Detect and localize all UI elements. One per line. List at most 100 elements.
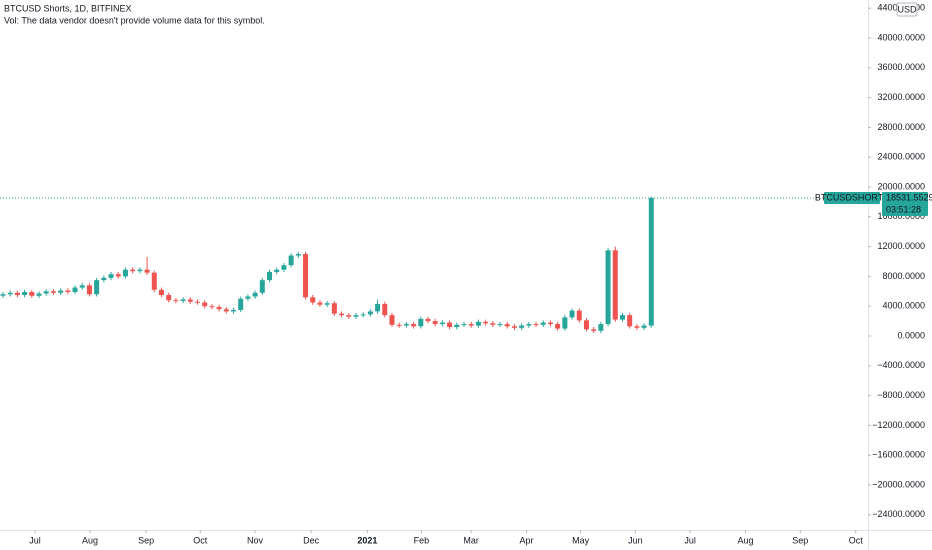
candle-body [555, 324, 561, 329]
candle-body [202, 302, 208, 307]
candle-body [439, 322, 445, 325]
candle-body [267, 271, 273, 281]
symbol-tag: BTCUSDSHORTS [815, 192, 889, 202]
candle-body [94, 280, 100, 295]
candle-body [65, 290, 71, 293]
candle-body [583, 320, 589, 330]
candle-body [490, 323, 496, 325]
candle-body [547, 322, 553, 325]
candle-body [425, 318, 431, 322]
x-tick-label: Jun [628, 535, 643, 545]
candle-body [259, 280, 265, 293]
symbol-tag-box [824, 191, 880, 204]
x-tick-label: Sep [138, 535, 154, 545]
candle-body [137, 269, 143, 272]
candle-body [0, 294, 6, 296]
candle-body [216, 306, 222, 310]
candle-body [303, 254, 309, 298]
candle-body [576, 310, 582, 321]
x-tick-label: Mar [463, 535, 479, 545]
x-tick-label: Aug [82, 535, 98, 545]
candle-body [511, 326, 517, 328]
y-tick-label: 40000.0000 [877, 32, 925, 42]
candle-body [353, 315, 359, 317]
y-tick-label: −4000.0000 [877, 360, 925, 370]
candle-body [447, 322, 453, 328]
x-tick-label: Oct [193, 535, 208, 545]
x-tick-label: Aug [738, 535, 754, 545]
candle-body [238, 298, 244, 310]
candle-body [79, 285, 85, 288]
candle-body [22, 292, 28, 296]
y-tick-label: 32000.0000 [877, 92, 925, 102]
price-tag: 18531.5529 [886, 192, 932, 202]
candle-body [562, 317, 568, 329]
candle-body [619, 315, 625, 320]
currency-box [896, 2, 918, 17]
candle-body [151, 272, 157, 290]
candle-body [339, 313, 345, 316]
candle-body [187, 299, 193, 302]
y-tick-label: 16000.0000 [877, 211, 925, 221]
candle-body [519, 325, 525, 328]
candle-body [360, 314, 366, 316]
x-tick-label: Feb [414, 535, 430, 545]
candle-body [295, 254, 301, 256]
candle-body [324, 303, 330, 305]
currency-label: USD [897, 4, 917, 14]
y-tick-label: 20000.0000 [877, 181, 925, 191]
x-tick-label: Sep [792, 535, 808, 545]
candle-body [58, 290, 64, 293]
candle-body [346, 315, 352, 317]
plot [0, 196, 654, 334]
candle-body [166, 295, 172, 301]
candle-body [497, 324, 503, 326]
y-tick-label: 8000.0000 [882, 271, 925, 281]
candle-body [375, 303, 381, 312]
y-tick-label: 24000.0000 [877, 152, 925, 162]
candle-body [461, 324, 467, 326]
x-tick-label: Nov [247, 535, 264, 545]
candle-body [418, 318, 424, 327]
countdown: 03:51:28 [886, 204, 921, 214]
candle-body [367, 311, 373, 315]
candle-body [223, 309, 229, 312]
candle-body [158, 289, 164, 296]
y-tick-label: 0.0000 [897, 330, 925, 340]
candle-body [122, 269, 128, 277]
y-tick-label: −12000.0000 [872, 420, 925, 430]
candle-body [245, 296, 251, 299]
candle-body [569, 310, 575, 318]
candle-body [317, 302, 323, 305]
candle-body [209, 306, 215, 308]
candle-body [504, 324, 510, 327]
candle-body [14, 292, 20, 296]
y-tick-label: −8000.0000 [877, 390, 925, 400]
y-tick-label: 4000.0000 [882, 301, 925, 311]
candle-body [533, 324, 539, 326]
candle-body [382, 303, 388, 316]
chart-title: BTCUSD Shorts, 1D, BITFINEX [4, 3, 132, 13]
candle-body [634, 326, 640, 328]
candle-body [288, 255, 294, 266]
x-tick-label: Apr [520, 535, 534, 545]
candle-body [396, 324, 402, 326]
candle-body [115, 274, 121, 277]
candle-body [612, 250, 618, 320]
candle-body [540, 322, 546, 325]
candle-body [483, 321, 489, 324]
candle-body [108, 274, 114, 278]
candle-body [648, 197, 654, 326]
candle-body [591, 329, 597, 331]
candle-body [50, 291, 56, 293]
candle-body [331, 303, 337, 314]
y-tick-label: 12000.0000 [877, 241, 925, 251]
y-tick-label: −16000.0000 [872, 450, 925, 460]
candle-body [281, 265, 287, 270]
x-tick-label: Jul [684, 535, 696, 545]
candle-body [72, 287, 78, 293]
candle-body [29, 292, 35, 296]
candle-body [101, 277, 107, 281]
candle-body [598, 324, 604, 331]
